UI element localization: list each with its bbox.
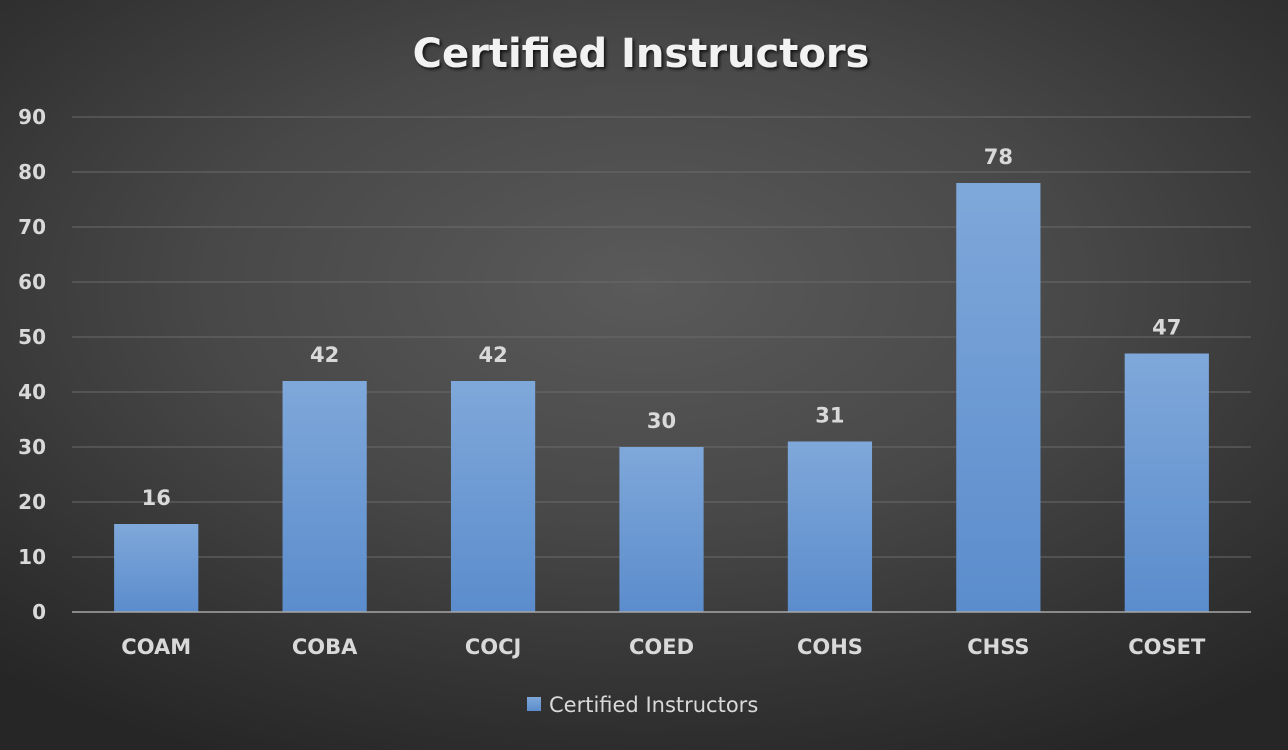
- bar-coset: [1124, 353, 1209, 612]
- y-tick-label-50: 50: [18, 325, 46, 349]
- y-tick-label-40: 40: [18, 380, 46, 404]
- data-label-cocj: 42: [478, 343, 507, 367]
- y-tick-label-70: 70: [18, 215, 46, 239]
- bar-chss: [956, 183, 1041, 612]
- legend-swatch-icon: [527, 697, 541, 711]
- x-tick-label-coam: COAM: [121, 635, 191, 659]
- bar-cocj: [450, 381, 536, 612]
- data-label-chss: 78: [984, 145, 1013, 169]
- y-tick-label-0: 0: [32, 600, 46, 624]
- bar-cohs: [787, 441, 873, 612]
- x-axis-category-labels: COAM COBA COCJ COED COHS CHSS COSET: [121, 635, 1206, 659]
- data-labels: 16 42 42 30 31 78 47: [142, 145, 1182, 510]
- gridlines: [72, 116, 1251, 558]
- x-tick-label-coset: COSET: [1128, 635, 1206, 659]
- bar-coam: [114, 524, 199, 612]
- data-label-cohs: 31: [815, 404, 844, 428]
- y-axis-tick-labels: 0 10 20 30 40 50 60 70 80 90: [18, 105, 46, 624]
- y-tick-label-30: 30: [18, 435, 46, 459]
- x-tick-label-cocj: COCJ: [465, 635, 522, 659]
- legend-label: Certified Instructors: [549, 693, 758, 717]
- x-tick-label-coba: COBA: [292, 635, 358, 659]
- y-tick-label-60: 60: [18, 270, 46, 294]
- data-label-coba: 42: [310, 343, 339, 367]
- y-tick-label-90: 90: [18, 105, 46, 129]
- x-tick-label-chss: CHSS: [967, 635, 1029, 659]
- data-label-coset: 47: [1152, 316, 1181, 340]
- bar-coba: [282, 381, 367, 612]
- y-tick-label-20: 20: [18, 490, 46, 514]
- y-tick-label-10: 10: [18, 545, 46, 569]
- legend: Certified Instructors: [527, 693, 758, 717]
- bars: [114, 183, 1209, 612]
- chart-title: Certified Instructors: [413, 31, 870, 77]
- bar-coed: [619, 447, 704, 612]
- x-tick-label-cohs: COHS: [797, 635, 863, 659]
- data-label-coam: 16: [142, 486, 171, 510]
- y-tick-label-80: 80: [18, 160, 46, 184]
- data-label-coed: 30: [647, 409, 676, 433]
- x-tick-label-coed: COED: [629, 635, 694, 659]
